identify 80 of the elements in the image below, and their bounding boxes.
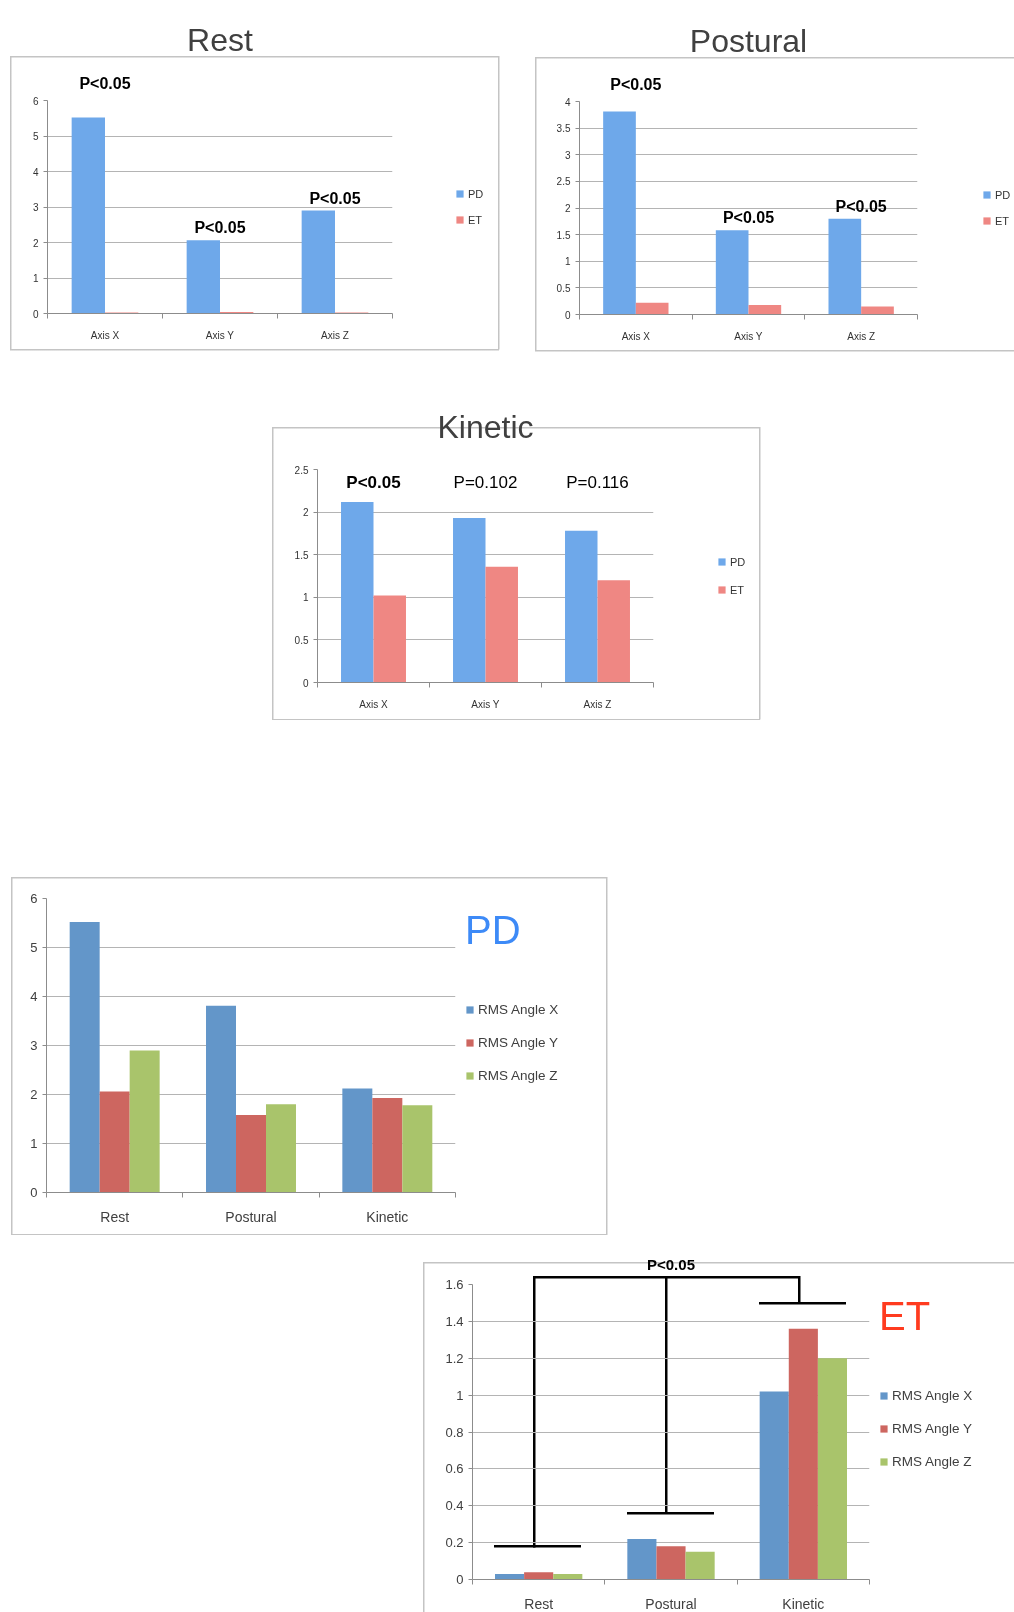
legend-label: ET xyxy=(730,582,746,597)
x-tick-label: Postural xyxy=(225,1208,277,1225)
y-tick-label: 1.6 xyxy=(445,1277,464,1292)
y-tick-label: 1 xyxy=(30,1136,38,1151)
x-tick-label: Axis Y xyxy=(205,329,235,341)
y-tick-label: 3 xyxy=(564,149,571,161)
y-tick-label: 1 xyxy=(302,592,309,604)
y-tick-label: 4 xyxy=(564,96,571,108)
annotation: P<0.05 xyxy=(79,74,131,92)
x-tick-label: Axis X xyxy=(359,698,388,710)
x-tick-label: Rest xyxy=(524,1595,554,1612)
legend-label: RMS Angle Z xyxy=(892,1453,972,1469)
y-tick-label: 0 xyxy=(32,308,39,320)
y-tick-label: 0 xyxy=(564,309,571,321)
y-tick-label: 3 xyxy=(30,1038,38,1053)
x-tick-label: Kinetic xyxy=(366,1208,409,1225)
y-tick-label: 1 xyxy=(32,273,39,284)
y-tick-label: 2.5 xyxy=(556,176,571,188)
x-tick-label: Axis Z xyxy=(321,329,349,341)
legend-label: RMS Angle X xyxy=(892,1387,973,1403)
y-tick-label: 2 xyxy=(32,237,39,249)
y-tick-label: 2 xyxy=(302,507,309,519)
y-tick-label: 0.2 xyxy=(445,1535,464,1551)
y-tick-label: 3.5 xyxy=(556,123,571,135)
text: P<0.05 xyxy=(647,1255,695,1273)
chart-title: Kinetic xyxy=(437,408,534,445)
y-tick-label: 0.4 xyxy=(445,1498,464,1514)
y-tick-label: 0.6 xyxy=(445,1461,464,1477)
y-tick-label: 1.4 xyxy=(445,1313,464,1329)
chart-title: ET xyxy=(879,1294,932,1339)
x-tick-label: Axis Z xyxy=(583,698,612,710)
annotation: P<0.05 xyxy=(610,75,662,93)
y-tick-label: 0.5 xyxy=(556,282,571,294)
legend-label: RMS Angle Z xyxy=(478,1067,558,1083)
y-tick-label: 4 xyxy=(32,166,39,178)
x-tick-label: Axis X xyxy=(90,329,120,341)
x-tick-label: Axis Y xyxy=(471,698,500,710)
y-tick-label: 1 xyxy=(456,1387,464,1403)
legend-label: ET xyxy=(995,213,1011,228)
y-tick-label: 0.8 xyxy=(445,1424,464,1440)
y-tick-label: 5 xyxy=(32,131,39,142)
y-tick-label: 1 xyxy=(564,256,571,268)
legend-label: PD xyxy=(730,554,747,569)
annotation: P<0.05 xyxy=(722,209,775,227)
x-tick-label: Axis Z xyxy=(847,330,876,342)
y-tick-label: 6 xyxy=(30,891,38,906)
legend-label: RMS Angle Y xyxy=(892,1420,973,1436)
x-tick-label: Kinetic xyxy=(782,1595,825,1612)
y-tick-label: 0.5 xyxy=(294,634,309,646)
y-tick-label: 2.5 xyxy=(294,464,309,476)
legend-label: ET xyxy=(468,212,484,227)
y-tick-label: 4 xyxy=(30,989,38,1004)
chart-title: Postural xyxy=(689,22,808,59)
legend-label: RMS Angle X xyxy=(478,1001,559,1017)
annotation: P<0.05 xyxy=(346,472,401,492)
annotation: P<0.05 xyxy=(194,219,246,237)
x-tick-label: Axis Y xyxy=(734,330,763,342)
y-tick-label: 6 xyxy=(32,95,39,107)
x-tick-label: Postural xyxy=(645,1595,697,1612)
annotation: P=0.102 xyxy=(453,472,518,492)
annotation: P=0.116 xyxy=(566,472,629,492)
annotation: P<0.05 xyxy=(309,189,361,207)
y-tick-label: 1.5 xyxy=(556,229,571,241)
y-tick-label: 0 xyxy=(30,1185,38,1200)
y-tick-label: 0 xyxy=(302,677,309,689)
y-tick-label: 0 xyxy=(456,1572,464,1587)
x-tick-label: Rest xyxy=(100,1208,130,1225)
y-tick-label: 1.5 xyxy=(294,549,309,561)
legend-label: PD xyxy=(468,186,485,201)
y-tick-label: 1.2 xyxy=(445,1350,464,1366)
y-tick-label: 5 xyxy=(30,940,38,955)
y-tick-label: 2 xyxy=(30,1087,38,1102)
legend-label: PD xyxy=(995,187,1012,202)
chart-title: PD xyxy=(465,908,522,953)
x-tick-label: Axis X xyxy=(621,330,651,342)
y-tick-label: 3 xyxy=(32,202,39,213)
legend-label: RMS Angle Y xyxy=(478,1034,559,1050)
y-tick-label: 2 xyxy=(564,203,571,214)
chart-title: Rest xyxy=(187,21,254,58)
annotation: P<0.05 xyxy=(835,197,887,215)
